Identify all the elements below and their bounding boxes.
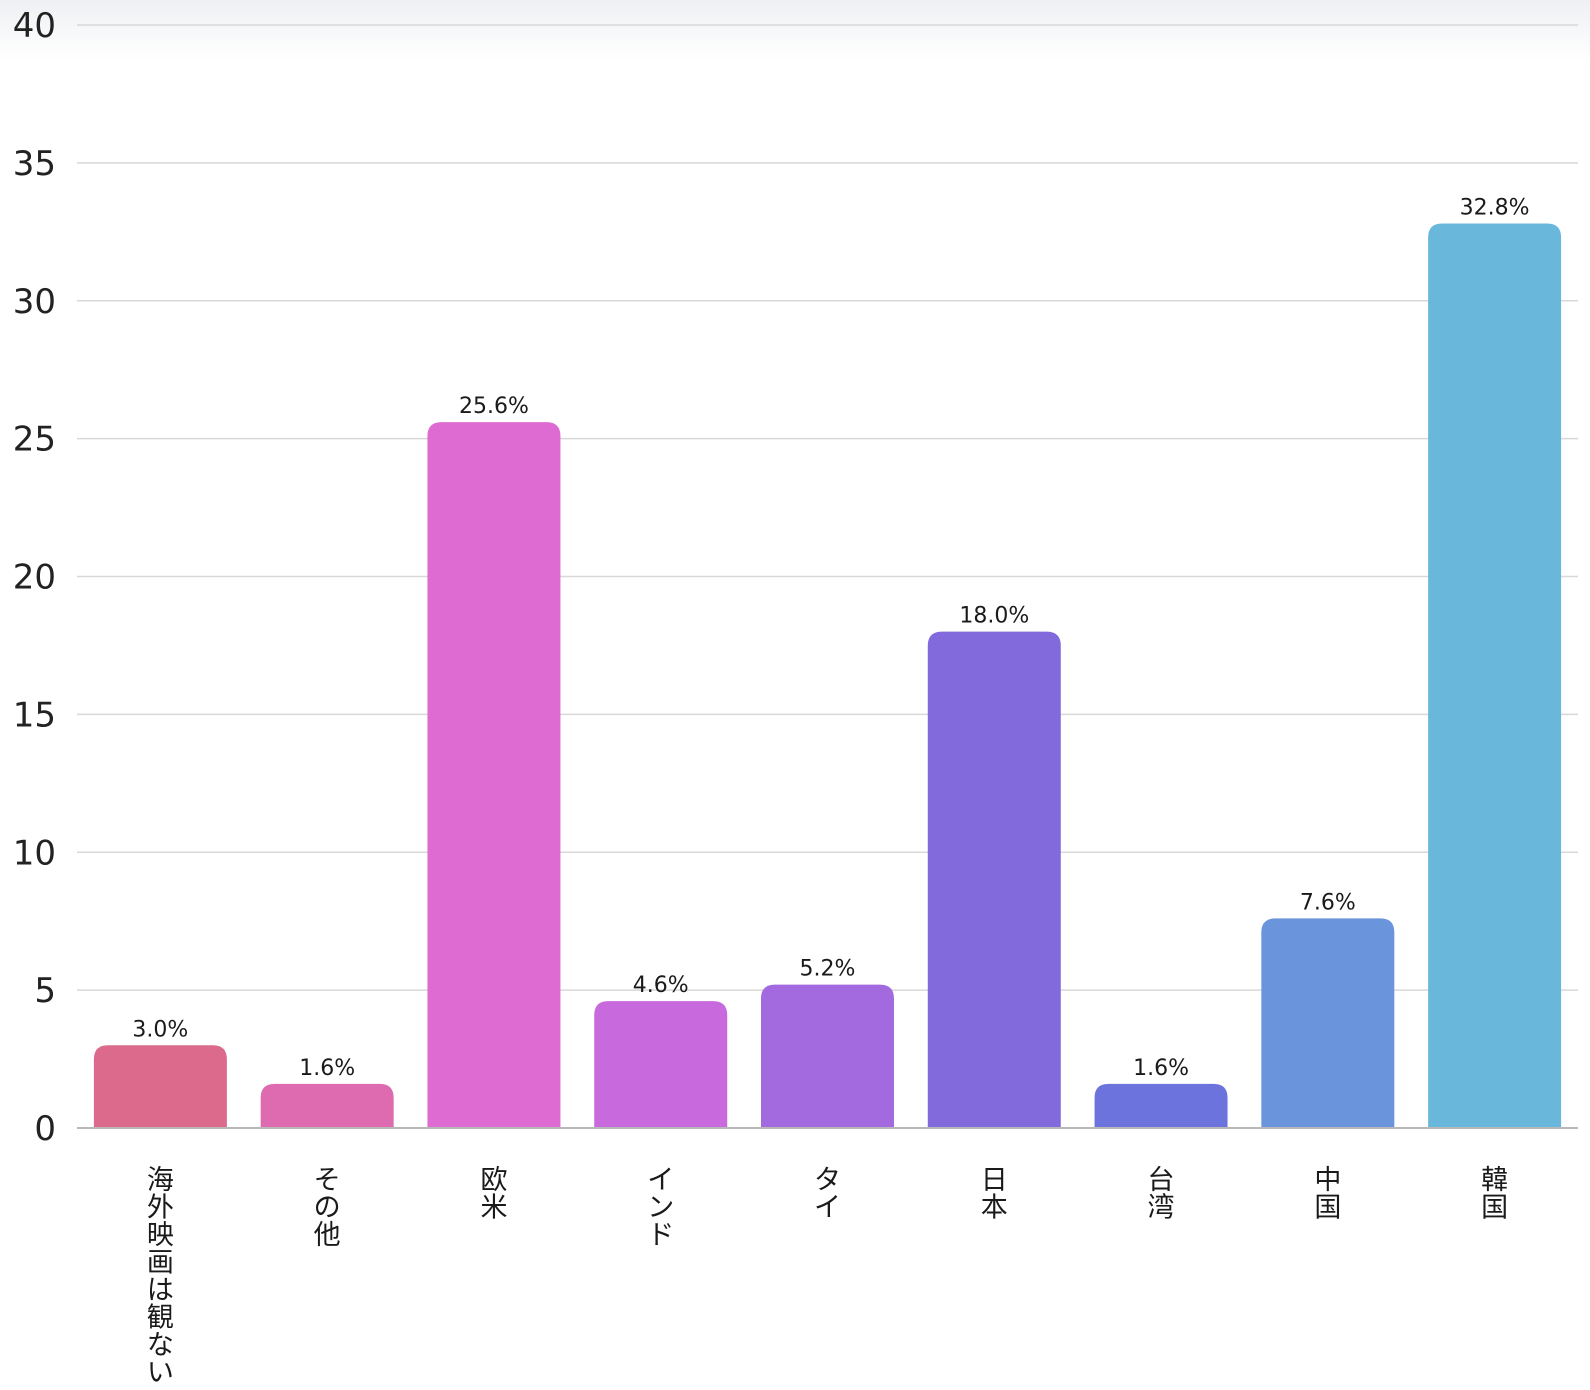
bar: [1428, 223, 1562, 1129]
category-label: 欧米: [480, 1165, 507, 1224]
category-label: タイ: [814, 1165, 841, 1224]
y-tick-label: 15: [13, 695, 56, 735]
bar-value-label: 32.8%: [1460, 196, 1530, 221]
y-tick-label: 0: [34, 1109, 56, 1149]
top-fade: [0, 0, 1590, 60]
bar-value-label: 5.2%: [800, 957, 856, 982]
bar-value-label: 3.0%: [132, 1017, 188, 1042]
category-label: インド: [647, 1165, 674, 1251]
bar: [927, 631, 1061, 1128]
y-tick-label: 10: [13, 833, 56, 873]
y-tick-label: 40: [13, 6, 56, 46]
y-tick-label: 35: [13, 144, 56, 184]
bar: [761, 984, 894, 1128]
bar: [260, 1083, 394, 1128]
bar: [1261, 918, 1395, 1128]
category-label: その他: [314, 1165, 341, 1251]
category-label: 韓国: [1481, 1165, 1508, 1224]
bar-value-label: 1.6%: [299, 1056, 355, 1081]
y-tick-label: 20: [13, 558, 56, 598]
category-label: 日本: [981, 1165, 1008, 1224]
bars: [93, 223, 1562, 1129]
category-labels: 海外映画は観ない その他 欧米 インド タイ 日本 台湾 中国 韓国: [147, 1165, 1508, 1389]
bar: [93, 1045, 227, 1128]
bar-value-label: 4.6%: [633, 973, 689, 998]
bar-value-label: 1.6%: [1133, 1056, 1189, 1081]
category-label: 海外映画は観ない: [147, 1165, 174, 1389]
category-label: 中国: [1314, 1165, 1341, 1224]
bar: [1094, 1083, 1228, 1128]
y-axis-ticks: 0 5 10 15 20 25 30 35 40: [13, 6, 56, 1149]
gridlines: [77, 24, 1578, 991]
y-tick-label: 25: [13, 420, 56, 460]
bar: [427, 422, 561, 1129]
bar-value-label: 25.6%: [459, 394, 529, 419]
y-tick-label: 5: [34, 971, 56, 1011]
category-label: 台湾: [1148, 1165, 1175, 1224]
bar-value-label: 7.6%: [1300, 890, 1356, 915]
value-labels: 3.0% 1.6% 25.6% 4.6% 5.2% 18.0% 1.6% 7.6% 32.8%: [132, 196, 1529, 1081]
bar: [594, 1001, 728, 1128]
bar-value-label: 18.0%: [959, 604, 1029, 629]
y-tick-label: 30: [13, 282, 56, 322]
